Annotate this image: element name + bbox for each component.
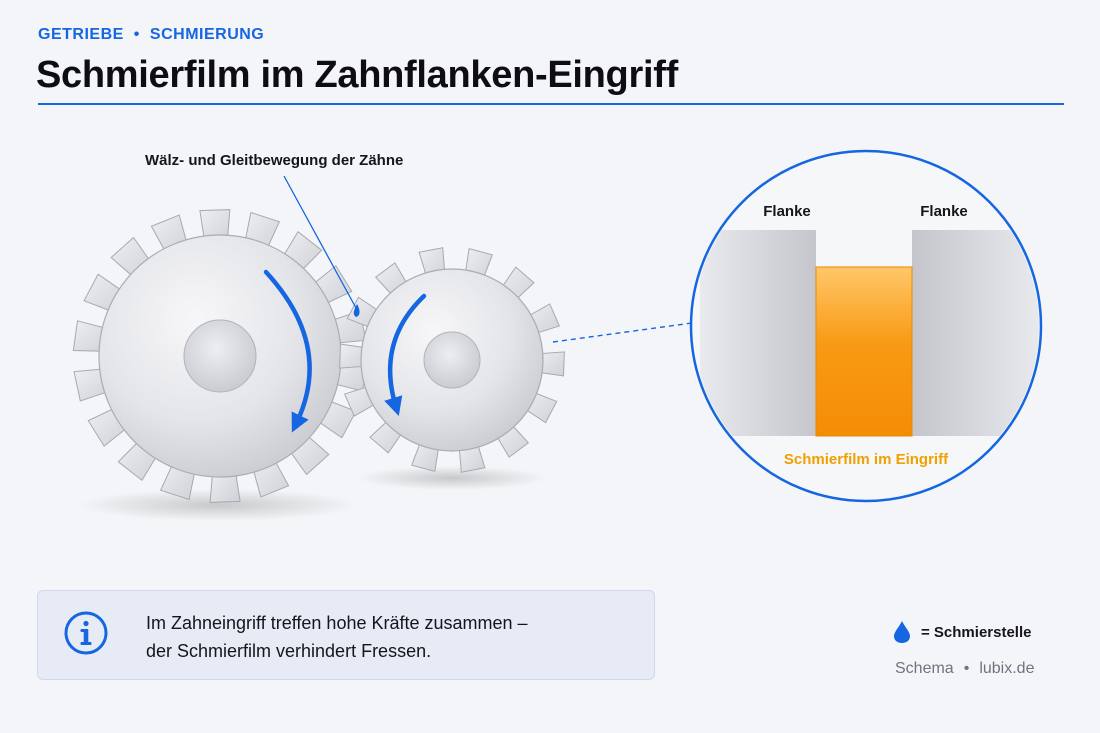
title-divider	[38, 103, 1064, 105]
drop-icon	[353, 304, 360, 317]
detail-connector	[552, 322, 693, 343]
credit-line: Schema • lubix.de	[895, 660, 1034, 678]
flank-right-label: Flanke	[920, 203, 968, 220]
small-gear-shadow	[357, 466, 547, 490]
credit-separator: •	[963, 660, 970, 677]
legend: = Schmierstelle	[893, 620, 1031, 644]
credit-site: lubix.de	[979, 660, 1035, 677]
detail-magnifier: Flanke Flanke Schmierfilm im Eingriff	[689, 149, 1043, 503]
category-separator: •	[133, 26, 140, 43]
info-icon	[64, 611, 108, 655]
right-flank	[912, 230, 1039, 436]
category-schmierung: SCHMIERUNG	[149, 26, 265, 43]
flank-left-label: Flanke	[763, 203, 811, 220]
lubricant-film	[815, 266, 913, 437]
drop-icon	[894, 621, 910, 643]
left-flank	[700, 230, 816, 436]
motion-label: Wälz- und Gleitbewegung der Zähne	[145, 152, 403, 169]
detail-ring	[689, 149, 1043, 503]
credit-schema: Schema	[895, 660, 954, 677]
legend-label: = Schmierstelle	[921, 623, 1032, 641]
page-title: Schmierfilm im Zahnflanken-Eingriff	[36, 54, 678, 96]
category-eyebrow: GETRIEBE • SCHMIERUNG	[38, 26, 264, 44]
large-gear-shadow	[78, 489, 358, 521]
small-gear-rotation-arrow	[384, 293, 427, 417]
info-line-1: Im Zahneingriff treffen hohe Kräfte zusa…	[146, 613, 528, 633]
info-line-2: der Schmierfilm verhindert Fressen.	[146, 641, 432, 661]
large-gear-rotation-arrow	[263, 269, 312, 433]
film-label: Schmierfilm im Eingriff	[784, 451, 949, 468]
category-getriebe: GETRIEBE	[38, 26, 124, 43]
info-text: Im Zahneingriff treffen hohe Kräfte zusa…	[146, 609, 528, 665]
info-box: Im Zahneingriff treffen hohe Kräfte zusa…	[37, 590, 655, 680]
small-gear	[339, 247, 565, 473]
large-gear-hub	[183, 319, 257, 393]
large-gear	[72, 209, 368, 503]
motion-leader-line	[283, 175, 357, 309]
small-gear-hub	[423, 331, 481, 389]
